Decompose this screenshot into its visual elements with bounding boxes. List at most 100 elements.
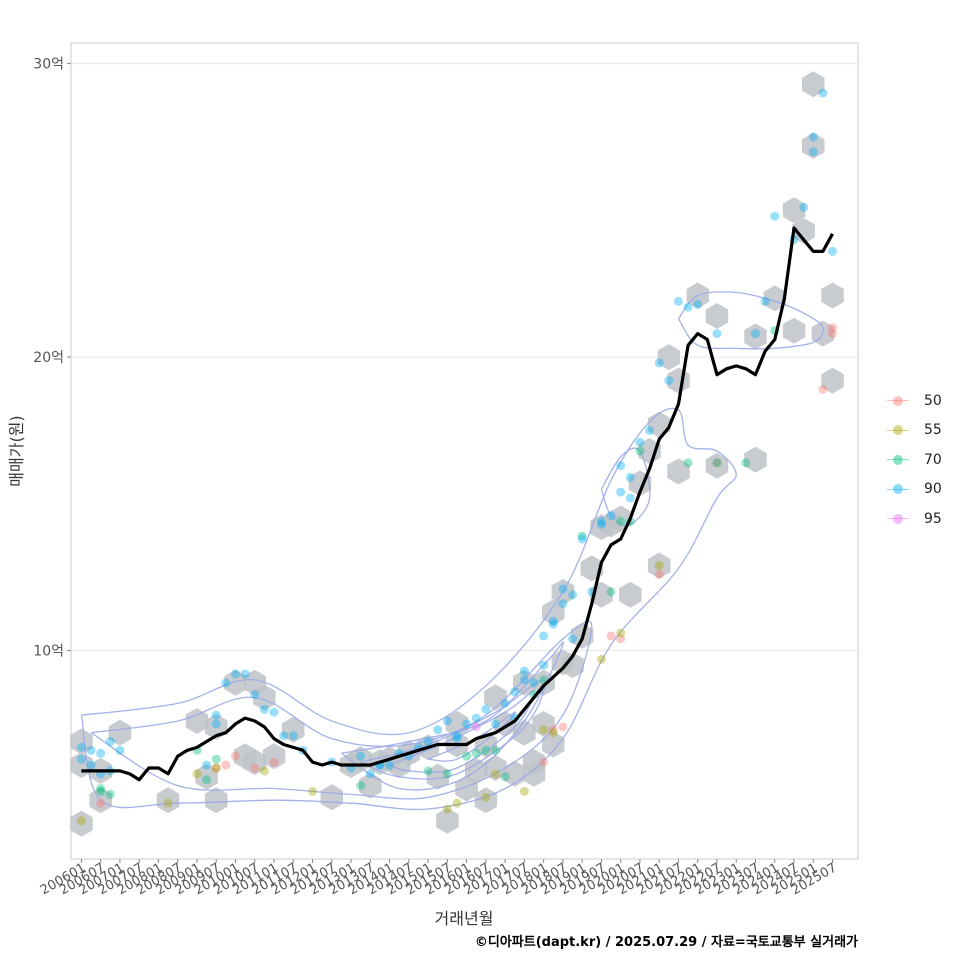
scatter-point-90: [568, 590, 578, 600]
hexbin: [744, 446, 767, 473]
legend-key-line: [887, 400, 909, 402]
trend-line: [81, 226, 834, 782]
scatter-point-90: [673, 296, 683, 306]
scatter-point-90: [462, 719, 472, 729]
legend-label: 70: [924, 451, 942, 468]
hexbin: [359, 772, 382, 799]
scatter-point-90: [577, 534, 587, 544]
scatter-point-50: [818, 384, 828, 394]
hexbin: [561, 652, 584, 679]
scatter-point-90: [539, 631, 549, 641]
scatter-point-90: [818, 88, 828, 98]
hexbin: [185, 708, 209, 734]
scatter-point-70: [442, 769, 452, 779]
scatter-point-90: [76, 754, 86, 764]
scatter-point-90: [269, 707, 279, 717]
scatter-point-90: [683, 302, 693, 312]
legend-key: [884, 509, 912, 529]
scatter-point-90: [548, 619, 558, 629]
scatter-point-90: [76, 742, 86, 752]
scatter-point-90: [452, 734, 462, 744]
legend-item-95: 95: [884, 504, 942, 534]
hexbin: [484, 684, 507, 711]
scatter-point-90: [558, 599, 568, 609]
scatter-point-50: [250, 763, 260, 773]
scatter-point-90: [635, 437, 645, 447]
scatter-point-55: [452, 798, 462, 808]
hexbin: [224, 669, 247, 696]
scatter-point-90: [365, 769, 375, 779]
hexbin: [436, 807, 459, 834]
scatter-point-55: [163, 798, 173, 808]
scatter-point-50: [539, 757, 549, 767]
hexbin: [802, 71, 825, 98]
legend: 50 55 70 90 95: [884, 386, 942, 534]
scatter-point-55: [259, 766, 269, 776]
scatter-point-90: [770, 211, 780, 221]
scatter-point-70: [606, 587, 616, 597]
legend-item-50: 50: [884, 386, 942, 416]
hexbin: [667, 458, 690, 485]
scatter-point-90: [828, 246, 838, 256]
density-contour: [360, 679, 546, 780]
hexbin: [705, 303, 729, 329]
scatter-point-90: [250, 690, 260, 700]
scatter-point-90: [693, 299, 703, 309]
scatter-point-90: [548, 616, 558, 626]
legend-key-line: [887, 518, 909, 520]
hexbin: [253, 684, 276, 711]
grid-layer: [71, 63, 858, 652]
scatter-point-55: [654, 560, 664, 570]
hexbin: [205, 787, 228, 814]
scatter-point-90: [539, 660, 549, 670]
scatter-point-90: [211, 719, 221, 729]
scatter-point-70: [423, 766, 433, 776]
scatter-point-55: [548, 728, 558, 738]
scatter-point-90: [808, 132, 818, 142]
hexbin: [705, 452, 729, 479]
scatter-point-55: [76, 816, 86, 826]
scatter-point-70: [616, 516, 626, 526]
hexbin: [108, 719, 132, 746]
scatter-point-90: [519, 675, 529, 685]
scatter-point-90: [442, 716, 452, 726]
scatter-point-90: [86, 745, 96, 755]
scatter-point-90: [452, 731, 462, 741]
legend-key-dot: [893, 395, 903, 406]
scatter-point-50: [712, 458, 722, 468]
scatter-point-90: [625, 472, 635, 482]
scatter-point-70: [96, 786, 106, 796]
scatter-point-90: [519, 666, 529, 676]
scatter-point-70: [96, 784, 106, 793]
scatter-point-50: [211, 763, 221, 773]
density-contour: [80, 407, 737, 811]
scatter-point-90: [568, 634, 578, 644]
scatter-point-90: [529, 678, 539, 688]
hexbin: [156, 787, 180, 814]
scatter-point-70: [211, 754, 221, 764]
scatter-point-90: [423, 737, 433, 747]
density-contour: [90, 620, 593, 800]
scatter-point-50: [828, 329, 838, 339]
scatter-point-90: [625, 493, 635, 503]
hexbin: [195, 763, 218, 790]
scatter-point-55: [490, 769, 500, 779]
scatter-point-90: [356, 751, 366, 761]
hexbin: [619, 581, 642, 608]
scatter-point-55: [539, 725, 549, 735]
hexbin: [474, 787, 498, 814]
scatter-point-90: [654, 358, 664, 368]
scatter-point-50: [96, 798, 106, 808]
scatter-point-90: [259, 704, 269, 714]
hexbin: [792, 217, 815, 244]
scatter-point-90: [230, 669, 240, 679]
hexbin: [763, 285, 786, 312]
scatter-point-90: [616, 487, 626, 497]
legend-label: 55: [924, 422, 942, 439]
scatter-point-50: [221, 760, 231, 770]
scatter-point-50: [548, 725, 558, 735]
legend-key: [884, 450, 912, 470]
hexbin: [243, 749, 266, 776]
density-contour: [600, 447, 651, 526]
